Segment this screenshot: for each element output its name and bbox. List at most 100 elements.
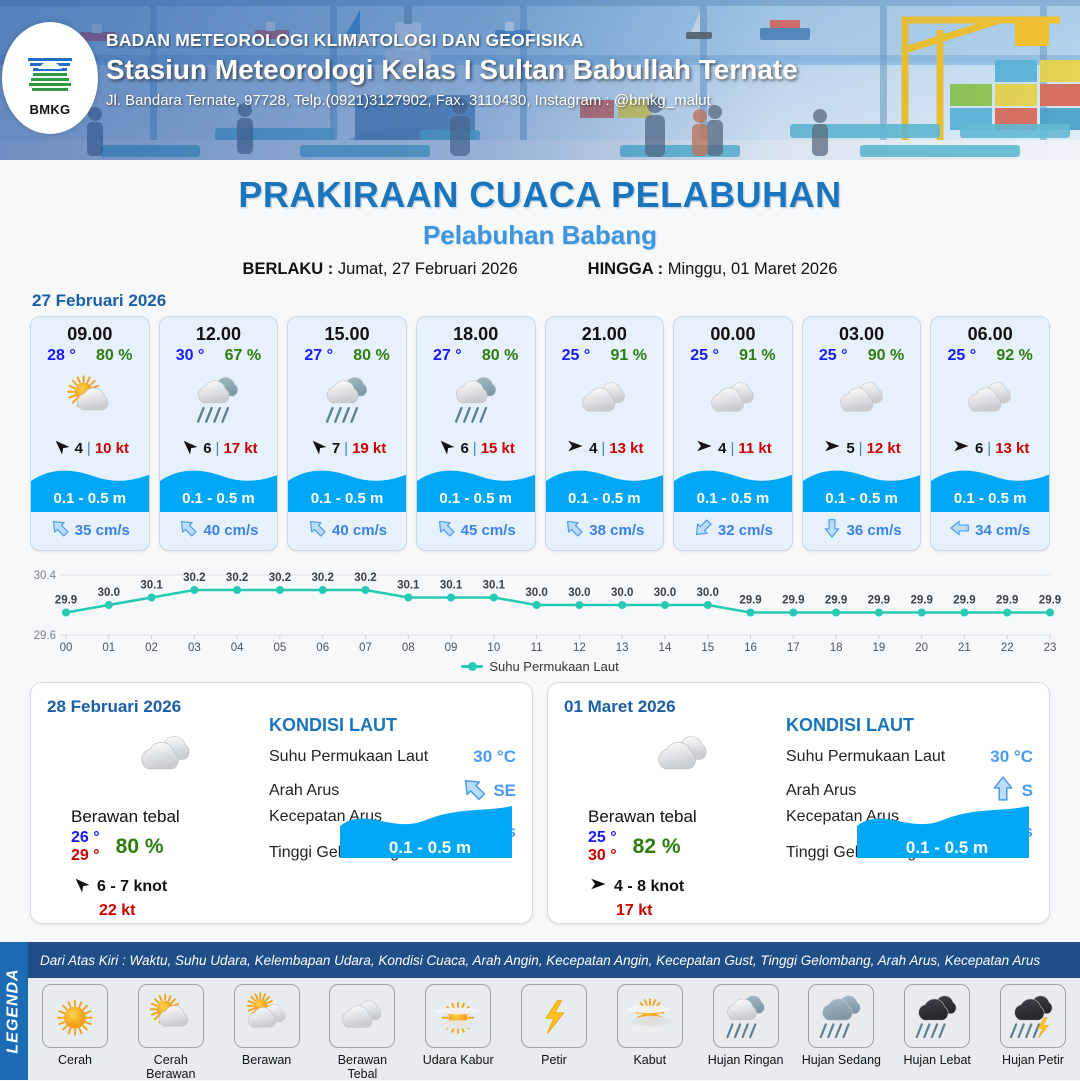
panel-current-dir-row: Arah Arus S bbox=[786, 774, 1033, 808]
card-humidity: 80 % bbox=[481, 347, 519, 364]
daily-panel: 01 Maret 2026 Berawan tebal 25 ° 30 ° bbox=[547, 682, 1050, 924]
card-wind-speed: 6 bbox=[974, 439, 984, 457]
panel-current-dir-row: Arah Arus SE bbox=[269, 774, 516, 808]
hourly-card: 15.00 27 ° 80 % 7 | 19 kt bbox=[287, 316, 407, 551]
hourly-day-label: 27 Februari 2026 bbox=[32, 291, 167, 310]
title-block: PRAKIRAAN CUACA PELABUHAN Pelabuhan Baba… bbox=[0, 174, 1080, 279]
legend-note-bar: Dari Atas Kiri : Waktu, Suhu Udara, Kele… bbox=[28, 942, 1080, 978]
svg-text:18: 18 bbox=[830, 642, 843, 654]
svg-text:12: 12 bbox=[573, 642, 586, 654]
svg-text:30.4: 30.4 bbox=[34, 570, 57, 582]
card-weather-berawan-tebal-icon bbox=[803, 367, 921, 431]
card-temperature: 25 ° bbox=[690, 347, 719, 364]
header-tint-overlay bbox=[0, 0, 1080, 160]
card-wind-arrow-icon bbox=[308, 437, 328, 459]
card-time: 18.00 bbox=[453, 324, 499, 344]
card-weather-berawan-tebal-icon bbox=[546, 367, 664, 431]
panel-current-dir-label: Arah Arus bbox=[786, 782, 857, 799]
svg-text:30.2: 30.2 bbox=[226, 572, 248, 584]
card-temperature: 27 ° bbox=[304, 347, 334, 364]
card-humidity: 80 % bbox=[353, 347, 390, 364]
card-wind-arrow-icon bbox=[436, 437, 456, 459]
legend-item: Udara Kabur bbox=[417, 984, 499, 1067]
card-time: 03.00 bbox=[839, 324, 885, 344]
card-wind-arrow-icon bbox=[822, 437, 842, 459]
valid-to-value: Minggu, 01 Maret 2026 bbox=[667, 260, 838, 278]
legend-side-tab: LEGENDA bbox=[0, 942, 28, 1080]
legend-item-label: Cerah Berawan bbox=[146, 1053, 196, 1081]
legend-cerah-berawan-icon bbox=[137, 984, 204, 1048]
bmkg-logo-icon bbox=[20, 39, 80, 99]
card-wind-separator: | bbox=[601, 439, 606, 457]
card-time: 21.00 bbox=[581, 324, 627, 344]
panel-current-dir-value-group: S bbox=[990, 775, 1033, 807]
svg-text:30.2: 30.2 bbox=[269, 572, 291, 584]
card-wind-separator: | bbox=[215, 439, 220, 457]
svg-text:22: 22 bbox=[1001, 642, 1014, 654]
daily-summary-panels: 28 Februari 2026 Berawan tebal 26 ° 29 ° bbox=[0, 674, 1080, 924]
wind-arrow-nw-icon bbox=[55, 440, 70, 455]
panel-wave-shape-icon bbox=[340, 806, 512, 858]
card-wave-height: 0.1 - 0.5 m bbox=[288, 488, 406, 512]
card-wind-speed: 5 bbox=[846, 439, 855, 457]
wind-arrow-e-icon bbox=[825, 440, 840, 452]
hourly-card: 06.00 25 ° 92 % 6 | 13 kt bbox=[930, 316, 1050, 551]
contact-info: Jl. Bandara Ternate, 97728, Telp.(0921)3… bbox=[106, 92, 711, 109]
card-current-arrow-icon bbox=[564, 518, 584, 542]
legend-kabut-icon bbox=[616, 984, 683, 1048]
card-wave-band: 0.1 - 0.5 m bbox=[802, 467, 921, 512]
panel-weather-berawan-tebal-icon bbox=[588, 725, 778, 785]
svg-text:04: 04 bbox=[231, 642, 244, 654]
card-time: 00.00 bbox=[710, 324, 756, 344]
card-current-arrow-icon bbox=[950, 518, 970, 542]
bmkg-logo-text: BMKG bbox=[29, 102, 71, 117]
svg-text:30.2: 30.2 bbox=[354, 572, 376, 584]
card-wind: 5 | 12 kt bbox=[803, 431, 921, 467]
svg-text:23: 23 bbox=[1044, 642, 1057, 654]
card-current: 34 cm/s bbox=[931, 512, 1049, 550]
legend-item-label: Berawan bbox=[241, 1053, 292, 1067]
svg-text:15: 15 bbox=[701, 642, 714, 654]
legend-item: Cerah Berawan bbox=[130, 984, 212, 1081]
card-gust: 17 kt bbox=[223, 439, 258, 457]
card-weather-berawan-tebal-icon bbox=[674, 367, 792, 431]
svg-text:01: 01 bbox=[102, 642, 115, 654]
card-weather-hujan-ringan-icon bbox=[160, 367, 278, 431]
svg-text:17: 17 bbox=[787, 642, 800, 654]
card-weather-hujan-ringan-icon bbox=[288, 367, 406, 431]
agency-name: BADAN METEOROLOGI KLIMATOLOGI DAN GEOFIS… bbox=[106, 30, 584, 50]
legend-hujan-ringan-icon bbox=[712, 984, 779, 1048]
card-time: 15.00 bbox=[324, 324, 370, 344]
wind-arrow-e-icon bbox=[954, 440, 969, 452]
card-current-arrow-icon bbox=[50, 518, 70, 542]
card-weather-cerah-berawan-icon bbox=[31, 367, 149, 431]
card-wave-height: 0.1 - 0.5 m bbox=[31, 488, 149, 512]
panel-wave-shape-icon bbox=[857, 806, 1029, 858]
valid-from-label: BERLAKU : bbox=[242, 260, 334, 278]
card-current-arrow-icon bbox=[178, 518, 198, 542]
wind-arrow-e-icon bbox=[591, 878, 606, 890]
svg-text:29.9: 29.9 bbox=[1039, 595, 1061, 607]
card-temperature: 30 ° bbox=[175, 347, 205, 364]
panel-gust: 22 kt bbox=[99, 902, 136, 919]
card-gust: 13 kt bbox=[995, 439, 1030, 457]
svg-text:30.1: 30.1 bbox=[483, 580, 506, 592]
card-current-speed: 40 cm/s bbox=[332, 521, 388, 539]
legend-udara-kabur-icon bbox=[425, 984, 492, 1048]
card-wind-separator: | bbox=[858, 439, 863, 457]
card-wind: 4 | 13 kt bbox=[546, 431, 664, 467]
card-current-arrow-icon bbox=[822, 518, 842, 542]
card-gust: 15 kt bbox=[480, 439, 515, 457]
panel-left-block: Berawan tebal 26 ° 29 ° 80 % 6 - 7 knot … bbox=[71, 725, 261, 920]
legend-item: Hujan Petir bbox=[992, 984, 1074, 1067]
card-weather-berawan-tebal-icon bbox=[931, 367, 1049, 431]
svg-text:14: 14 bbox=[659, 642, 672, 654]
wind-arrow-nw-icon bbox=[75, 878, 90, 893]
card-wave-height: 0.1 - 0.5 m bbox=[802, 488, 921, 512]
valid-from: BERLAKU : Jumat, 27 Februari 2026 bbox=[243, 260, 518, 279]
card-temp-humidity: 27 ° 80 % bbox=[417, 347, 535, 367]
current-arrow-se-icon bbox=[181, 520, 197, 537]
card-wind-arrow-icon bbox=[694, 437, 714, 459]
card-wind: 7 | 19 kt bbox=[288, 431, 406, 467]
card-wave-height: 0.1 - 0.5 m bbox=[931, 488, 1049, 512]
